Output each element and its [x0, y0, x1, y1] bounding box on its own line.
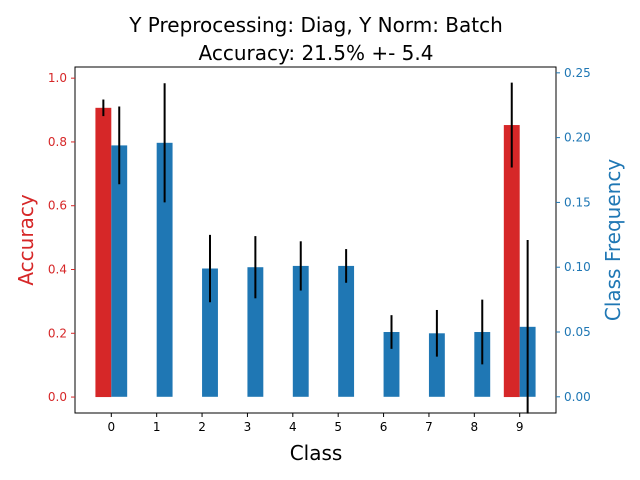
- left-y-tick-label: 0.2: [48, 326, 67, 340]
- frequency-bar-7: [428, 333, 445, 397]
- x-tick-label: 7: [425, 420, 433, 434]
- x-tick-label: 3: [244, 420, 252, 434]
- frequency-bar-1: [156, 142, 173, 397]
- x-tick-label: 4: [289, 420, 297, 434]
- frequency-bar-0: [111, 145, 128, 397]
- frequency-bars: [111, 142, 536, 397]
- x-tick-label: 8: [471, 420, 479, 434]
- left-y-tick-label: 1.0: [48, 71, 67, 85]
- frequency-bar-3: [247, 267, 264, 397]
- frequency-bar-2: [202, 268, 218, 397]
- right-y-tick-label: 0.20: [564, 131, 591, 145]
- plot-frame: [74, 66, 557, 414]
- right-y-axis-label: Class Frequency: [601, 159, 625, 321]
- accuracy-bar-0: [95, 107, 112, 398]
- right-y-tick-label: 0.05: [564, 325, 591, 339]
- x-tick-label: 5: [334, 420, 342, 434]
- left-y-tick-label: 0.0: [48, 390, 67, 404]
- left-y-tick-label: 0.6: [48, 199, 67, 213]
- right-y-tick-label: 0.25: [564, 66, 591, 80]
- x-axis: 0 1 2 3 4 5 6 7 8 9: [107, 413, 524, 434]
- left-y-axis-label: Accuracy: [14, 194, 38, 285]
- accuracy-bar-9: [503, 125, 520, 398]
- right-y-tick-label: 0.10: [564, 260, 591, 274]
- frequency-bar-4: [292, 265, 309, 397]
- x-tick-label: 0: [107, 420, 115, 434]
- chart-title-line-2: Accuracy: 21.5% +- 5.4: [199, 41, 434, 65]
- accuracy-bars: [95, 107, 520, 398]
- left-y-tick-label: 0.4: [48, 262, 67, 276]
- left-y-tick-label: 0.8: [48, 135, 67, 149]
- x-tick-label: 9: [516, 420, 524, 434]
- error-bars: [102, 82, 529, 414]
- x-tick-label: 6: [380, 420, 388, 434]
- frequency-bar-6: [383, 332, 400, 397]
- right-y-tick-label: 0.00: [564, 390, 591, 404]
- frequency-bar-5: [338, 265, 355, 397]
- x-tick-label: 2: [198, 420, 206, 434]
- x-axis-label: Class: [290, 441, 343, 465]
- chart-title-line-1: Y Preprocessing: Diag, Y Norm: Batch: [128, 13, 503, 37]
- right-y-tick-label: 0.15: [564, 195, 591, 209]
- x-tick-label: 1: [153, 420, 161, 434]
- left-y-axis: 0.0 0.2 0.4 0.6 0.8 1.0: [48, 71, 75, 404]
- right-y-axis: 0.00 0.05 0.10 0.15 0.20 0.25: [556, 66, 591, 404]
